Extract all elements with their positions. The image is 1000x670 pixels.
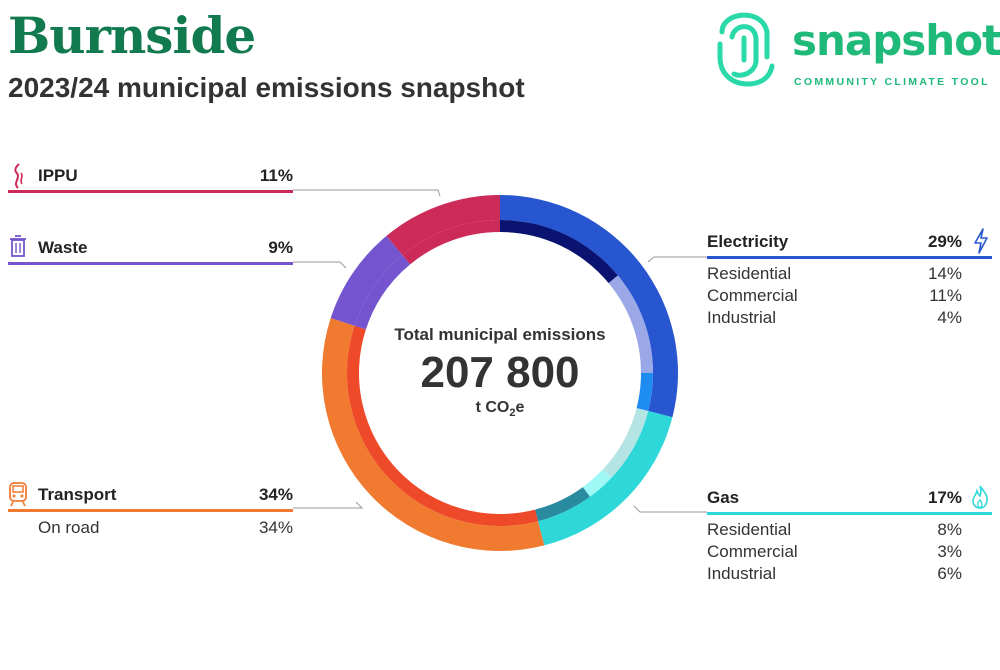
total-label: Total municipal emissions bbox=[394, 325, 606, 344]
subslice-electricity-residential bbox=[500, 220, 618, 284]
subslice-electricity-commercial bbox=[608, 275, 653, 373]
subcategory-percent: 14% bbox=[927, 264, 962, 283]
subcategory-percent: 4% bbox=[937, 308, 962, 327]
slice-waste bbox=[330, 235, 403, 326]
subcategory-label: Industrial bbox=[707, 564, 776, 583]
category-percent: 34% bbox=[258, 485, 293, 504]
leader-line bbox=[647, 256, 707, 263]
flame-icon bbox=[972, 485, 988, 509]
snapshot-logo: snapshot COMMUNITY CLIMATE TOOL bbox=[712, 2, 1000, 92]
category-percent: 9% bbox=[268, 238, 293, 257]
subslice-gas-commercial bbox=[582, 469, 612, 497]
slice-gas bbox=[538, 411, 673, 546]
leader-line bbox=[633, 505, 707, 513]
category-ippu: IPPU 11% bbox=[8, 163, 293, 193]
subcategory-row: Commercial 3% bbox=[707, 542, 962, 564]
donut-center: Total municipal emissions 207 800 t CO2e bbox=[370, 325, 630, 419]
subslice-gas-industrial bbox=[535, 487, 590, 522]
subcategory-label: Residential bbox=[707, 520, 792, 539]
category-waste: Waste 9% bbox=[8, 235, 293, 265]
slice-electricity bbox=[500, 195, 678, 418]
page-title: Burnside bbox=[8, 6, 256, 65]
category-gas: Gas 17% bbox=[707, 485, 992, 515]
category-ring bbox=[322, 195, 678, 551]
subslice-transport-on-road bbox=[346, 325, 539, 526]
leader-lines bbox=[293, 189, 707, 513]
leader-line bbox=[293, 261, 347, 269]
slice-transport bbox=[322, 317, 545, 551]
subcategory-percent: 34% bbox=[258, 518, 293, 537]
logo-tagline: COMMUNITY CLIMATE TOOL bbox=[794, 76, 990, 88]
subcategory-percent: 3% bbox=[937, 542, 962, 561]
subcategory-ring bbox=[346, 220, 653, 526]
lightning-icon bbox=[974, 228, 988, 254]
category-label: IPPU bbox=[38, 166, 78, 185]
category-percent: 11% bbox=[259, 166, 293, 185]
subcategory-row: Industrial 6% bbox=[707, 564, 962, 586]
subcategory-percent: 6% bbox=[937, 564, 962, 583]
slice-ippu bbox=[386, 195, 500, 256]
smoke-icon bbox=[14, 163, 23, 189]
total-value: 207 800 bbox=[420, 348, 580, 397]
category-label: Transport bbox=[38, 485, 117, 504]
total-unit: t CO2e bbox=[475, 399, 525, 420]
category-label: Waste bbox=[38, 238, 88, 257]
subcategory-row: On road 34% bbox=[38, 518, 293, 540]
subcategory-percent: 8% bbox=[937, 520, 962, 539]
subcategory-label: Residential bbox=[707, 264, 792, 283]
subslice-waste bbox=[354, 255, 411, 330]
category-percent: 29% bbox=[927, 232, 962, 251]
leader-line bbox=[293, 501, 364, 509]
subcategory-percent: 11% bbox=[929, 286, 962, 305]
subslice-electricity-industrial bbox=[636, 373, 653, 412]
trash-icon bbox=[10, 235, 26, 257]
category-electricity: Electricity 29% bbox=[707, 228, 992, 259]
subcategory-row: Industrial 4% bbox=[707, 308, 962, 330]
subcategory-label: Commercial bbox=[707, 286, 798, 305]
subcategory-row: Residential 14% bbox=[707, 264, 962, 286]
leader-line bbox=[293, 189, 441, 197]
page-subtitle: 2023/24 municipal emissions snapshot bbox=[8, 72, 525, 103]
logo-wordmark: snapshot bbox=[792, 16, 1000, 65]
subcategory-row: Commercial 11% bbox=[707, 286, 962, 308]
subcategory-row: Residential 8% bbox=[707, 520, 962, 542]
subslice-gas-residential bbox=[602, 408, 649, 478]
train-icon bbox=[9, 482, 27, 507]
subcategory-label: Commercial bbox=[707, 542, 798, 561]
category-percent: 17% bbox=[927, 488, 962, 507]
subcategory-label: On road bbox=[38, 518, 100, 537]
subcategory-label: Industrial bbox=[707, 308, 776, 327]
fingerprint-logo-icon bbox=[717, 12, 775, 87]
category-transport: Transport 34% bbox=[8, 482, 293, 512]
category-label: Gas bbox=[707, 488, 740, 507]
subslice-ippu bbox=[402, 220, 500, 265]
category-label: Electricity bbox=[707, 232, 789, 251]
